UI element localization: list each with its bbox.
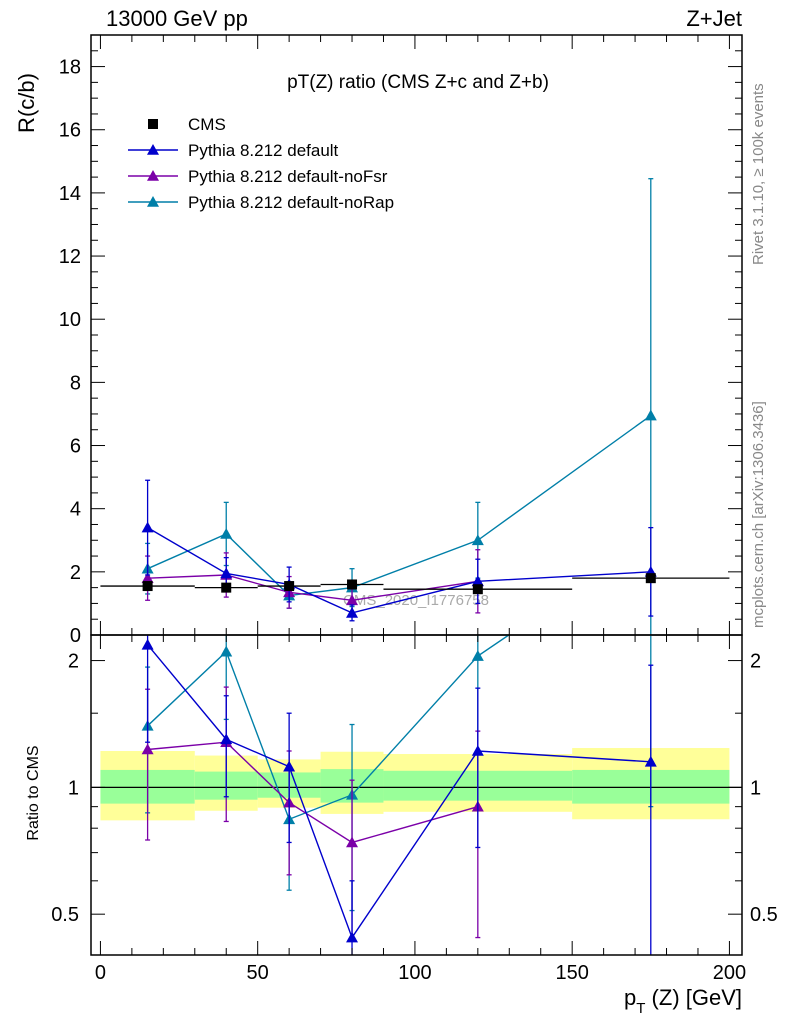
header-energy: 13000 GeV pp xyxy=(106,6,248,31)
ratio-point-noRap xyxy=(471,650,484,661)
main-ytick-label: 0 xyxy=(70,625,81,647)
ratio-ytick-label-right: 0.5 xyxy=(750,904,778,926)
ratio-ylabel: Ratio to CMS xyxy=(25,745,42,840)
ratio-point-default xyxy=(283,760,296,772)
main-ytick-label: 14 xyxy=(59,183,81,205)
ratio-point-default xyxy=(220,733,233,745)
cms-point xyxy=(645,573,656,584)
legend-marker-noFsr xyxy=(147,170,159,181)
main-ytick-label: 4 xyxy=(70,499,81,521)
ratio-line-noRap xyxy=(147,635,511,821)
main-ytick-label: 16 xyxy=(59,120,81,142)
main-ytick-label: 18 xyxy=(59,57,81,79)
main-title: pT(Z) ratio (CMS Z+c and Z+b) xyxy=(287,72,549,93)
xtick-label: 0 xyxy=(95,962,106,984)
legend-label-noRap: Pythia 8.212 default-noRap xyxy=(188,193,394,212)
point-default xyxy=(346,606,359,618)
watermark: CMS_2020_I1776758 xyxy=(343,592,489,609)
ratio-ytick-label-right: 2 xyxy=(750,651,761,673)
main-ytick-label: 2 xyxy=(70,562,81,584)
ratio-line-default xyxy=(147,644,651,940)
series-line-noRap xyxy=(147,414,652,597)
ratio-frame xyxy=(90,634,743,956)
header-process: Z+Jet xyxy=(686,6,742,31)
legend-label-cms: CMS xyxy=(188,115,226,134)
ratio-ytick-label: 1 xyxy=(68,777,79,799)
ratio-point-default xyxy=(644,755,657,767)
legend-label-noFsr: Pythia 8.212 default-noFsr xyxy=(188,167,388,186)
ratio-point-default xyxy=(346,931,359,943)
ratio-point-noRap xyxy=(220,645,233,657)
rivet-label: Rivet 3.1.10, ≥ 100k events xyxy=(750,83,767,265)
point-default xyxy=(471,575,484,587)
point-noRap xyxy=(644,409,657,421)
xtick-label: 150 xyxy=(555,962,588,984)
main-ytick-label: 6 xyxy=(70,436,81,458)
legend: CMS Pythia 8.212 default Pythia 8.212 defa… xyxy=(128,115,394,212)
point-default xyxy=(141,521,154,533)
point-default xyxy=(220,567,233,579)
ratio-ytick-label: 2 xyxy=(68,651,79,673)
x-axis-label: pT (Z) [GeV] xyxy=(624,985,742,1017)
legend-marker-default xyxy=(147,144,159,155)
main-ytick-label: 12 xyxy=(59,246,81,268)
ratio-ytick-label-right: 1 xyxy=(750,777,761,799)
main-ytick-label: 10 xyxy=(59,309,81,331)
legend-marker-cms xyxy=(148,119,158,129)
xtick-label: 50 xyxy=(247,962,269,984)
xtick-label: 200 xyxy=(713,962,746,984)
mcplots-label: mcplots.cern.ch [arXiv:1306.3436] xyxy=(750,401,767,628)
cms-point xyxy=(142,581,153,592)
main-ylabel: R(c/b) xyxy=(14,73,39,133)
xtick-label: 100 xyxy=(398,962,431,984)
cms-point xyxy=(221,582,232,593)
cms-point xyxy=(472,584,483,595)
cms-point xyxy=(347,579,358,590)
cms-point xyxy=(284,581,295,592)
point-noRap xyxy=(471,534,484,546)
legend-label-default: Pythia 8.212 default xyxy=(188,141,339,160)
ratio-point-default xyxy=(471,744,484,756)
point-noFsr xyxy=(141,572,154,583)
main-ytick-label: 8 xyxy=(70,372,81,394)
series-line-default xyxy=(147,527,651,614)
ratio-point-noFsr xyxy=(141,743,154,755)
legend-marker-noRap xyxy=(147,196,159,207)
ratio-ytick-label: 0.5 xyxy=(51,904,79,926)
point-noRap xyxy=(220,527,233,539)
point-noFsr xyxy=(346,594,359,606)
ratio-point-noFsr xyxy=(346,836,359,848)
ratio-point-default xyxy=(141,638,154,650)
